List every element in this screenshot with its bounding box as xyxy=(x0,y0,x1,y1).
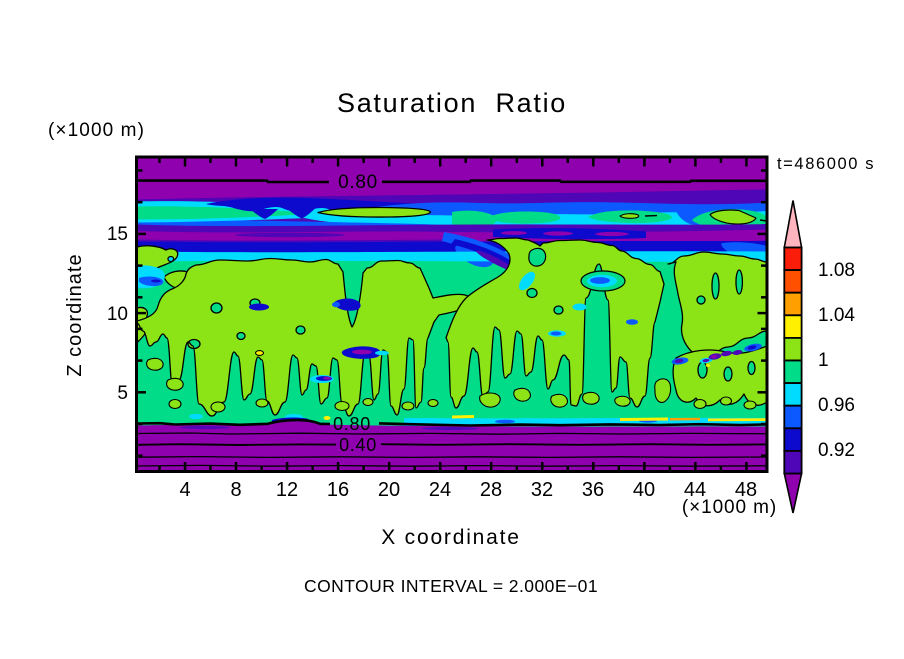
svg-text:(×1000 m): (×1000 m) xyxy=(48,120,145,141)
svg-text:1.08: 1.08 xyxy=(818,260,855,281)
svg-text:(×1000 m): (×1000 m) xyxy=(682,497,777,518)
svg-text:40: 40 xyxy=(633,479,655,501)
svg-text:Saturation Ratio: Saturation Ratio xyxy=(337,88,567,118)
svg-text:20: 20 xyxy=(378,479,400,501)
svg-text:28: 28 xyxy=(480,479,502,501)
svg-text:5: 5 xyxy=(117,383,128,404)
svg-text:0.96: 0.96 xyxy=(818,395,855,416)
svg-text:0.40: 0.40 xyxy=(339,435,377,455)
svg-text:1: 1 xyxy=(818,350,829,371)
svg-text:Z coordinate: Z coordinate xyxy=(64,253,86,376)
svg-text:36: 36 xyxy=(582,479,604,501)
svg-text:0.80: 0.80 xyxy=(338,172,378,193)
svg-text:CONTOUR INTERVAL = 2.000E−01: CONTOUR INTERVAL = 2.000E−01 xyxy=(304,576,598,596)
svg-text:32: 32 xyxy=(531,479,553,501)
svg-text:12: 12 xyxy=(276,479,298,501)
svg-text:X coordinate: X coordinate xyxy=(381,526,521,549)
svg-text:10: 10 xyxy=(107,304,128,325)
svg-text:4: 4 xyxy=(179,479,190,501)
svg-text:16: 16 xyxy=(327,479,349,501)
svg-text:1.04: 1.04 xyxy=(818,305,855,326)
svg-text:24: 24 xyxy=(429,479,451,501)
svg-text:0.92: 0.92 xyxy=(818,440,855,461)
svg-text:0.80: 0.80 xyxy=(333,414,371,434)
svg-text:15: 15 xyxy=(107,224,128,245)
svg-text:t=486000 s: t=486000 s xyxy=(777,155,875,173)
svg-text:8: 8 xyxy=(230,479,241,501)
